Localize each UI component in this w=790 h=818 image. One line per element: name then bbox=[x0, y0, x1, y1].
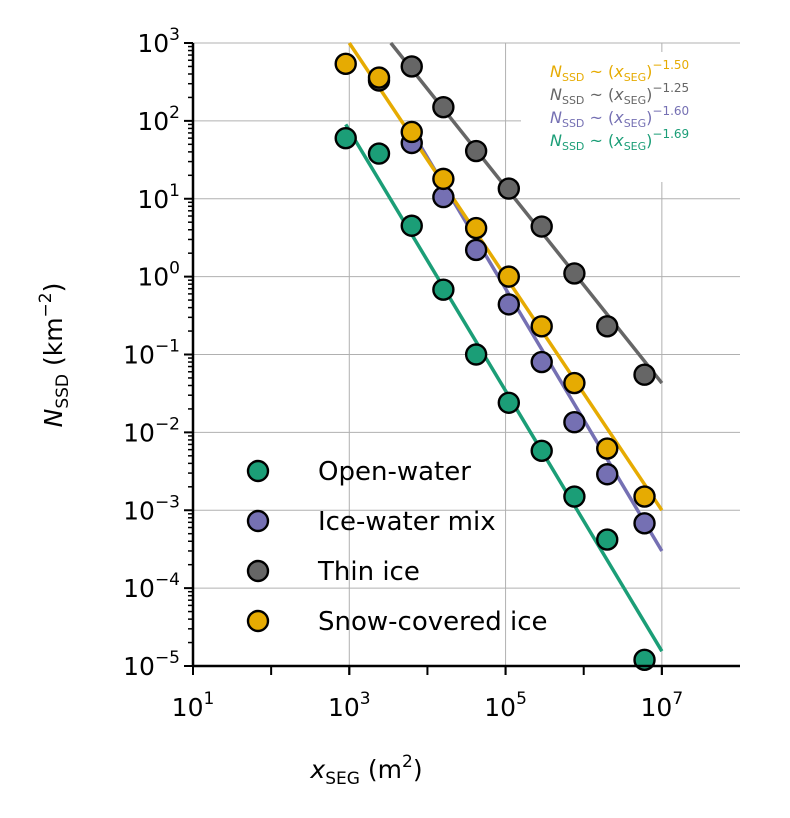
data-point bbox=[432, 278, 455, 301]
legend-marker bbox=[246, 459, 270, 483]
legend-label: Thin ice bbox=[317, 557, 420, 587]
data-point bbox=[596, 528, 619, 551]
data-point bbox=[563, 262, 586, 285]
data-point bbox=[464, 216, 488, 240]
y-tick-label: 103 bbox=[137, 25, 180, 58]
fit-equation-label: NSSD ~ (xSEG)−1.60 bbox=[550, 104, 689, 130]
y-tick-label: 102 bbox=[137, 103, 180, 136]
data-point bbox=[432, 185, 455, 209]
legend-marker bbox=[246, 609, 270, 633]
legend-marker bbox=[246, 559, 270, 583]
data-point bbox=[464, 238, 488, 262]
data-point bbox=[596, 437, 619, 460]
data-point bbox=[563, 485, 586, 508]
data-point bbox=[563, 371, 586, 395]
legend-label: Open-water bbox=[318, 457, 471, 487]
x-tick-label: 107 bbox=[641, 689, 684, 722]
data-point bbox=[334, 126, 357, 150]
legend: Open-water Ice-water mix Thin ice Snow-cove… bbox=[246, 457, 548, 637]
x-tick-label: 103 bbox=[328, 689, 371, 722]
data-points bbox=[334, 52, 656, 672]
legend-label: Snow-covered ice bbox=[318, 607, 548, 637]
fit-label-background bbox=[521, 52, 740, 182]
y-axis-title: NSSD (km−2) bbox=[36, 283, 73, 428]
data-point bbox=[530, 215, 553, 238]
data-point bbox=[400, 55, 423, 78]
fit-equation-label: NSSD ~ (xSEG)−1.69 bbox=[550, 127, 689, 153]
data-point bbox=[334, 52, 357, 76]
y-tick-label: 10−3 bbox=[123, 492, 180, 525]
y-tick-label: 10−5 bbox=[123, 648, 180, 681]
data-point bbox=[596, 463, 619, 486]
data-point bbox=[432, 167, 455, 191]
data-point bbox=[400, 214, 423, 237]
data-point bbox=[497, 265, 521, 288]
y-tick-label: 100 bbox=[137, 259, 180, 292]
data-point bbox=[530, 315, 553, 338]
fit-equation-label: NSSD ~ (xSEG)−1.25 bbox=[550, 81, 689, 107]
data-point bbox=[530, 439, 553, 462]
fit-line bbox=[344, 123, 664, 653]
legend-marker bbox=[246, 509, 270, 533]
data-point bbox=[432, 95, 455, 119]
data-point bbox=[633, 485, 656, 508]
legend-label: Ice-water mix bbox=[318, 507, 496, 537]
data-point bbox=[530, 350, 553, 374]
data-point bbox=[400, 120, 423, 144]
axes: 103 102 101 100 10−1 10−2 10−3 10−4 10−5 101 103 10… bbox=[36, 25, 740, 789]
data-point bbox=[464, 343, 488, 366]
x-tick-label: 105 bbox=[484, 689, 527, 722]
data-point bbox=[633, 512, 656, 535]
y-tick-label: 10−1 bbox=[123, 337, 180, 370]
x-tick-label: 101 bbox=[172, 689, 215, 722]
data-point bbox=[464, 139, 488, 163]
data-point bbox=[367, 66, 391, 89]
data-point bbox=[367, 142, 391, 165]
data-point bbox=[633, 363, 656, 386]
data-point bbox=[596, 315, 619, 338]
data-point bbox=[563, 411, 586, 434]
x-axis-title: xSEG (m2) bbox=[309, 752, 422, 789]
y-tick-label: 10−4 bbox=[123, 570, 180, 603]
data-point bbox=[497, 177, 521, 200]
data-point bbox=[497, 391, 521, 414]
data-point bbox=[497, 293, 521, 316]
y-tick-label: 101 bbox=[137, 181, 180, 214]
fit-equation-label: NSSD ~ (xSEG)−1.50 bbox=[550, 58, 689, 84]
y-tick-label: 10−2 bbox=[123, 414, 180, 447]
